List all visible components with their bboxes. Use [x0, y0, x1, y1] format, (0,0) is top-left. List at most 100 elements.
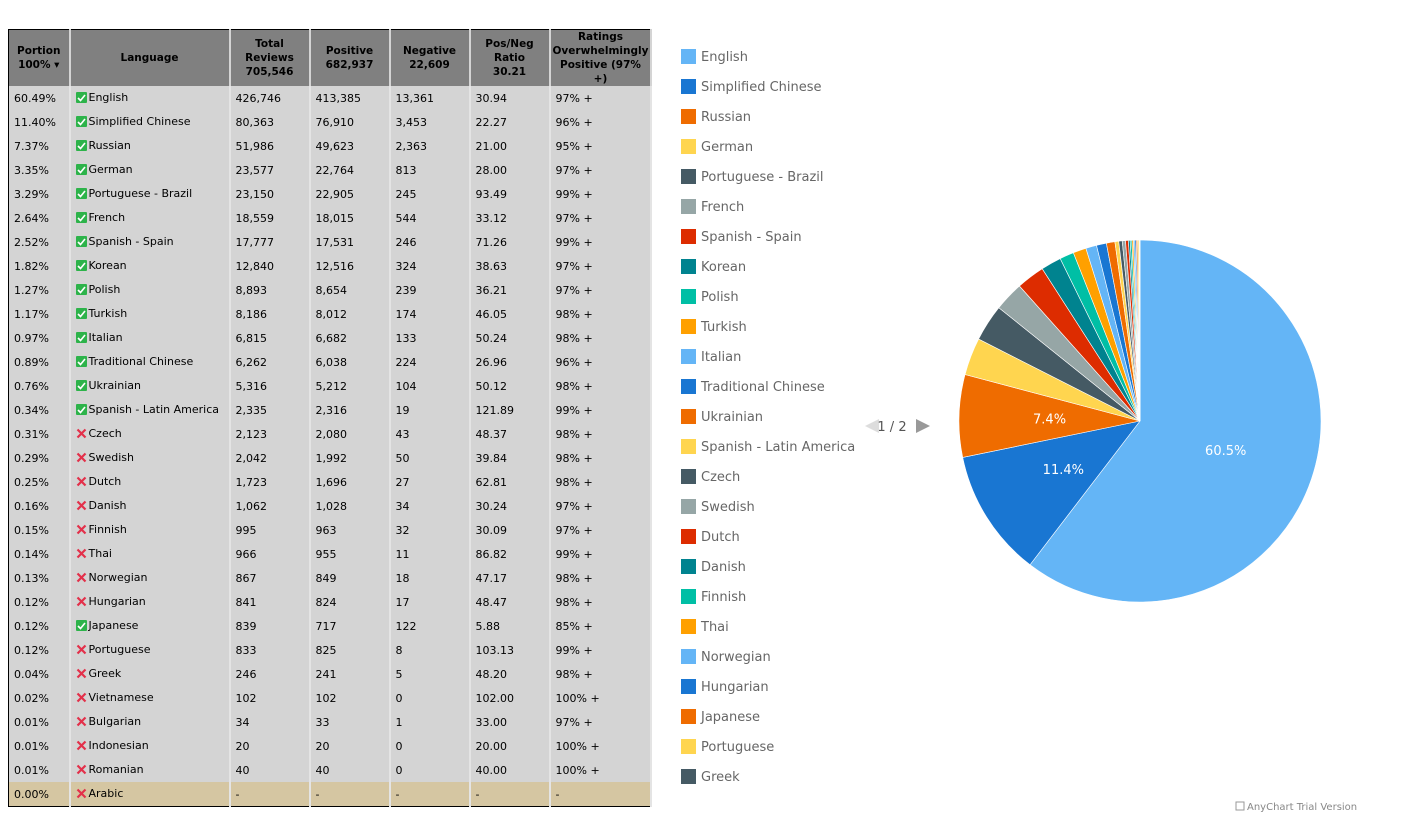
table-cell: 104 — [389, 374, 471, 398]
table-cell: 0.15% — [8, 518, 71, 542]
table-cell: 34 — [389, 494, 471, 518]
table-cell: 5.88 — [469, 614, 551, 638]
table-cell: 8 — [389, 638, 471, 662]
table-cell: 0.01% — [8, 710, 71, 734]
language-cell: Czech — [76, 427, 122, 440]
table-cell: 96% + — [549, 350, 653, 374]
check-mark — [76, 405, 86, 414]
table-cell: 11.40% — [8, 110, 71, 134]
check-mark — [76, 117, 86, 126]
check-box — [75, 211, 87, 223]
language-cell: Swedish — [76, 451, 134, 464]
table-cell: 1,028 — [309, 494, 391, 518]
legend-label: Norwegian — [701, 650, 771, 665]
table-cell: 241 — [309, 662, 391, 686]
table-row: 0.02% Vietnamese 102 102 0 102.00 100% + — [8, 686, 653, 710]
table-cell: Swedish — [69, 446, 231, 470]
check-box — [75, 235, 87, 247]
check-mark — [76, 261, 86, 270]
language-name: Simplified Chinese — [88, 114, 191, 128]
check-mark — [76, 165, 86, 174]
check-icon — [75, 163, 87, 175]
language-name: Spanish - Latin America — [88, 402, 219, 416]
table-row: 0.04% Greek 246 241 5 48.20 98% + — [8, 662, 653, 686]
legend-swatch — [681, 139, 696, 154]
table-cell: 100% + — [549, 686, 653, 710]
table-row: 0.12% Japanese 839 717 122 5.88 85% + — [8, 614, 653, 638]
legend-label: Hungarian — [701, 680, 769, 695]
legend-label: Portuguese — [701, 740, 774, 755]
table-cell: 6,682 — [309, 326, 391, 350]
table-cell: 48.47 — [469, 590, 551, 614]
table-cell: 49,623 — [309, 134, 391, 158]
table-cell: 995 — [229, 518, 311, 542]
pager-prev[interactable] — [865, 419, 879, 433]
check-box — [75, 91, 87, 103]
table-cell: 100% + — [549, 758, 653, 782]
legend-swatch — [681, 769, 696, 784]
language-name: Japanese — [88, 618, 139, 632]
legend-label: Ukrainian — [701, 410, 763, 425]
table-cell: 2,316 — [309, 398, 391, 422]
table-cell: Finnish — [69, 518, 231, 542]
column-header: Language — [69, 29, 231, 86]
table-cell: 963 — [309, 518, 391, 542]
check-box — [75, 259, 87, 271]
table-cell: 23,150 — [229, 182, 311, 206]
table-cell: 0 — [389, 734, 471, 758]
check-icon — [75, 331, 87, 343]
table-cell: 98% + — [549, 422, 653, 446]
language-cell: Ukrainian — [75, 379, 141, 392]
legend-label: French — [701, 200, 744, 215]
legend-label: German — [701, 140, 753, 155]
check-icon — [75, 91, 87, 103]
language-cell: Spanish - Spain — [75, 235, 174, 248]
check-mark — [76, 93, 86, 102]
table-cell: Greek — [69, 662, 231, 686]
legend-swatch — [681, 409, 696, 424]
legend-swatch — [681, 109, 696, 124]
table-cell: 2.52% — [8, 230, 71, 254]
table-body: 60.49% English 426,746 413,385 13,361 30.94 97… — [8, 86, 653, 807]
table-cell: 32 — [389, 518, 471, 542]
table-cell: 85% + — [549, 614, 653, 638]
language-name: Indonesian — [88, 738, 149, 752]
language-cell: Korean — [75, 259, 127, 272]
legend-label: Russian — [701, 110, 751, 125]
check-box — [75, 355, 87, 367]
pager-next[interactable] — [916, 419, 930, 433]
table-cell: 38.63 — [469, 254, 551, 278]
cross-mark — [76, 500, 86, 510]
cross-mark — [76, 548, 86, 558]
legend-label: Czech — [701, 470, 740, 485]
legend-swatch — [681, 589, 696, 604]
check-mark — [76, 141, 86, 150]
table-row: 1.82% Korean 12,840 12,516 324 38.63 97% + — [8, 254, 653, 278]
table-cell: 0.31% — [8, 422, 71, 446]
language-name: French — [88, 210, 126, 224]
table-cell: Romanian — [69, 758, 231, 782]
language-cell: Indonesian — [76, 739, 149, 752]
check-icon — [75, 211, 87, 223]
table-cell: 98% + — [549, 446, 653, 470]
cross-mark — [76, 452, 86, 462]
legend-label: Korean — [701, 260, 746, 275]
check-box — [75, 403, 87, 415]
table-cell: 97% + — [549, 206, 653, 230]
table-cell: 98% + — [549, 470, 653, 494]
language-cell: French — [75, 210, 126, 224]
table-cell: Turkish — [69, 302, 231, 326]
check-icon — [75, 403, 87, 415]
table-cell: 0.12% — [8, 590, 71, 614]
table-cell: 224 — [389, 350, 471, 374]
table-cell: 2,335 — [229, 398, 311, 422]
credit: AnyChart Trial Version — [1247, 802, 1357, 813]
language-name: German — [88, 162, 133, 176]
legend-label: Portuguese - Brazil — [701, 170, 824, 185]
table-cell: 97% + — [549, 86, 653, 110]
table-cell: 22.27 — [469, 110, 551, 134]
slice-label: 7.4% — [1033, 412, 1066, 427]
language-cell: Russian — [75, 139, 131, 152]
legend-label: Greek — [701, 770, 740, 785]
pie: 60.5% 11.4% 7.4% — [958, 239, 1322, 603]
